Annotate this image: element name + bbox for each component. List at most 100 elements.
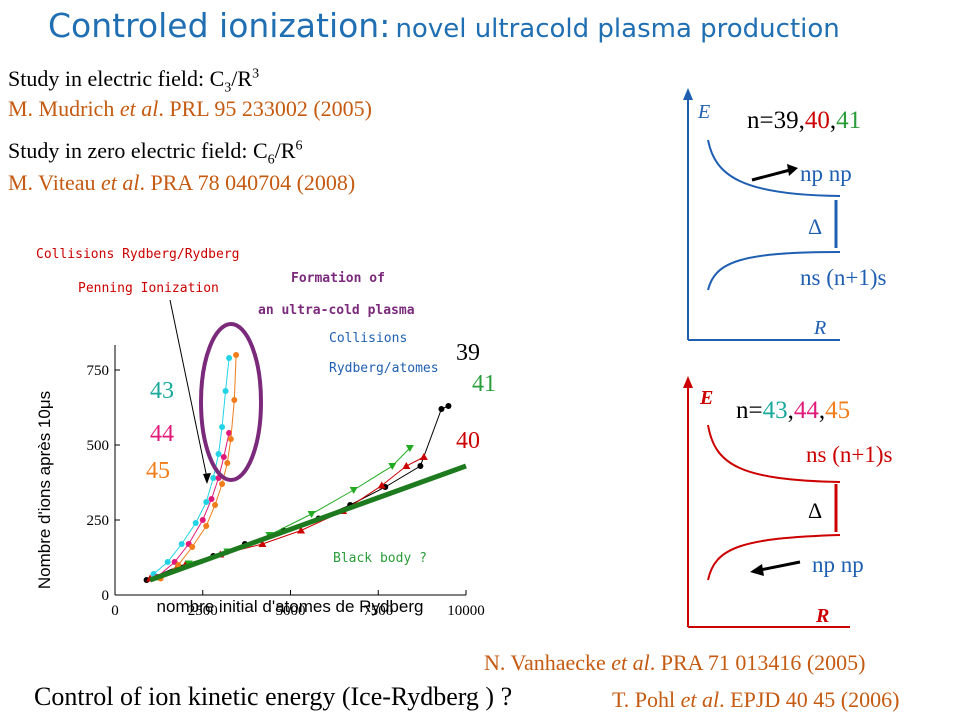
energy-diagram-top: E R n=39,40,41 np np Δ ns (n+1)s xyxy=(683,88,886,341)
series-line-44 xyxy=(156,432,230,578)
bottom-ns-label: ns (n+1)s xyxy=(806,442,892,467)
citation-mudrich: M. Mudrich et al. PRL 95 233002 (2005) xyxy=(8,96,373,121)
study-electric-field: Study in electric field: C3/R3 xyxy=(8,66,260,96)
x-tick-label: 10000 xyxy=(447,603,485,619)
data-point-39 xyxy=(438,406,445,412)
data-point-40 xyxy=(419,453,428,460)
data-point-40 xyxy=(258,540,267,547)
data-point-43 xyxy=(203,499,210,505)
slide-title: Controled ionization: novel ultracold pl… xyxy=(48,6,840,45)
annotation-collisions-atoms-1: Collisions xyxy=(329,331,408,346)
y-axis-label: Nombre d'ions après 10μs xyxy=(35,391,54,589)
top-np-label: np np xyxy=(800,161,852,186)
data-point-45 xyxy=(224,460,231,466)
series-label-43: 43 xyxy=(150,378,174,404)
study-zero-field: Study in zero electric field: C6/R6 xyxy=(8,138,303,168)
y-tick-label: 0 xyxy=(102,588,110,604)
kinetic-energy-question: Control of ion kinetic energy (Ice-Rydbe… xyxy=(34,682,513,711)
top-e-label: E xyxy=(697,101,710,123)
data-point-41 xyxy=(307,511,316,518)
annotation-collisions-atoms-2: Rydberg/atomes xyxy=(329,361,439,376)
top-upper-curve xyxy=(707,139,841,197)
top-ns-label: ns (n+1)s xyxy=(800,265,886,290)
annotation-penning: Penning Ionization xyxy=(78,281,219,296)
x-tick-label: 0 xyxy=(111,603,119,619)
trend-line xyxy=(149,463,467,583)
series-label-41: 41 xyxy=(472,371,496,397)
energy-diagram-bottom: E R n=43,44,45 ns (n+1)s Δ np np xyxy=(683,376,892,628)
annotation-formation-1: Formation of xyxy=(291,271,385,286)
annotation-black-body: Black body ? xyxy=(333,551,427,566)
data-point-44 xyxy=(208,496,215,502)
data-point-45 xyxy=(227,436,234,442)
y-tick-label: 250 xyxy=(87,513,110,529)
data-point-43 xyxy=(222,388,229,394)
y-tick-label: 500 xyxy=(87,438,110,454)
data-point-45 xyxy=(189,544,196,550)
title-sub: novel ultracold plasma production xyxy=(395,14,840,44)
y-tick-label: 750 xyxy=(87,363,110,379)
data-point-43 xyxy=(178,541,185,547)
bottom-r-label: R xyxy=(815,605,829,627)
bottom-arrow xyxy=(759,560,801,572)
top-e-arrowhead xyxy=(683,88,693,100)
penning-arrowhead xyxy=(203,473,211,484)
annotation-collisions-rr: Collisions Rydberg/Rydberg xyxy=(36,247,240,262)
data-point-43 xyxy=(164,559,171,565)
citation-vanhaecke: N. Vanhaecke et al. PRA 71 013416 (2005) xyxy=(484,650,866,675)
bottom-e-arrowhead xyxy=(683,376,693,388)
x-axis-label: nombre initial d'atomes de Rydberg xyxy=(157,597,424,616)
series-label-44: 44 xyxy=(150,421,174,447)
data-point-44 xyxy=(220,454,227,460)
series-line-45 xyxy=(160,354,237,579)
x-tick-label: 2500 xyxy=(188,603,218,619)
data-point-45 xyxy=(219,481,226,487)
series-line-41 xyxy=(156,447,411,578)
data-point-39 xyxy=(445,403,452,409)
data-point-43 xyxy=(226,355,233,361)
data-point-40 xyxy=(377,481,386,489)
series-line-40 xyxy=(149,456,425,579)
data-point-41 xyxy=(388,463,397,470)
citation-pohl: T. Pohl et al. EPJD 40 45 (2006) xyxy=(612,687,900,712)
series-label-40: 40 xyxy=(456,428,480,454)
data-point-44 xyxy=(199,517,206,523)
bottom-e-label: E xyxy=(699,387,713,409)
x-tick-label: 5000 xyxy=(276,603,306,619)
series-line-39 xyxy=(146,405,449,581)
top-arrowhead xyxy=(787,164,798,176)
data-point-40 xyxy=(402,462,411,469)
series-label-45: 45 xyxy=(146,458,170,484)
series-line-43 xyxy=(153,357,230,575)
data-point-45 xyxy=(231,397,238,403)
data-point-43 xyxy=(192,520,199,526)
highlight-ellipse xyxy=(199,322,263,482)
citation-viteau: M. Viteau et al. PRA 78 040704 (2008) xyxy=(8,170,356,195)
data-point-43 xyxy=(210,475,217,481)
data-point-45 xyxy=(203,523,210,529)
data-point-45 xyxy=(175,562,182,568)
penning-arrow xyxy=(169,299,208,479)
top-lower-curve xyxy=(707,251,841,291)
top-arrow xyxy=(751,168,791,182)
top-n-values: n=39,40,41 xyxy=(747,107,861,134)
data-point-41 xyxy=(405,445,414,452)
x-tick-label: 7500 xyxy=(363,603,393,619)
bottom-np-label: np np xyxy=(812,552,864,577)
bottom-upper-curve xyxy=(707,424,841,483)
data-point-43 xyxy=(215,451,222,457)
data-point-39 xyxy=(417,463,424,469)
chart-root: 0 2500 5000 7500 10000 0 250 500 750 xyxy=(87,345,485,619)
data-point-43 xyxy=(219,424,226,430)
data-point-44 xyxy=(226,430,233,436)
annotation-formation-2: an ultra-cold plasma xyxy=(258,303,415,318)
top-delta-label: Δ xyxy=(808,214,822,239)
bottom-delta-label: Δ xyxy=(808,498,822,523)
data-point-45 xyxy=(212,502,219,508)
bottom-lower-curve xyxy=(707,534,841,581)
title-main: Controled ionization: xyxy=(48,6,391,45)
bottom-arrowhead xyxy=(750,564,764,576)
bottom-n-values: n=43,44,45 xyxy=(736,397,850,424)
top-r-label: R xyxy=(813,317,826,339)
